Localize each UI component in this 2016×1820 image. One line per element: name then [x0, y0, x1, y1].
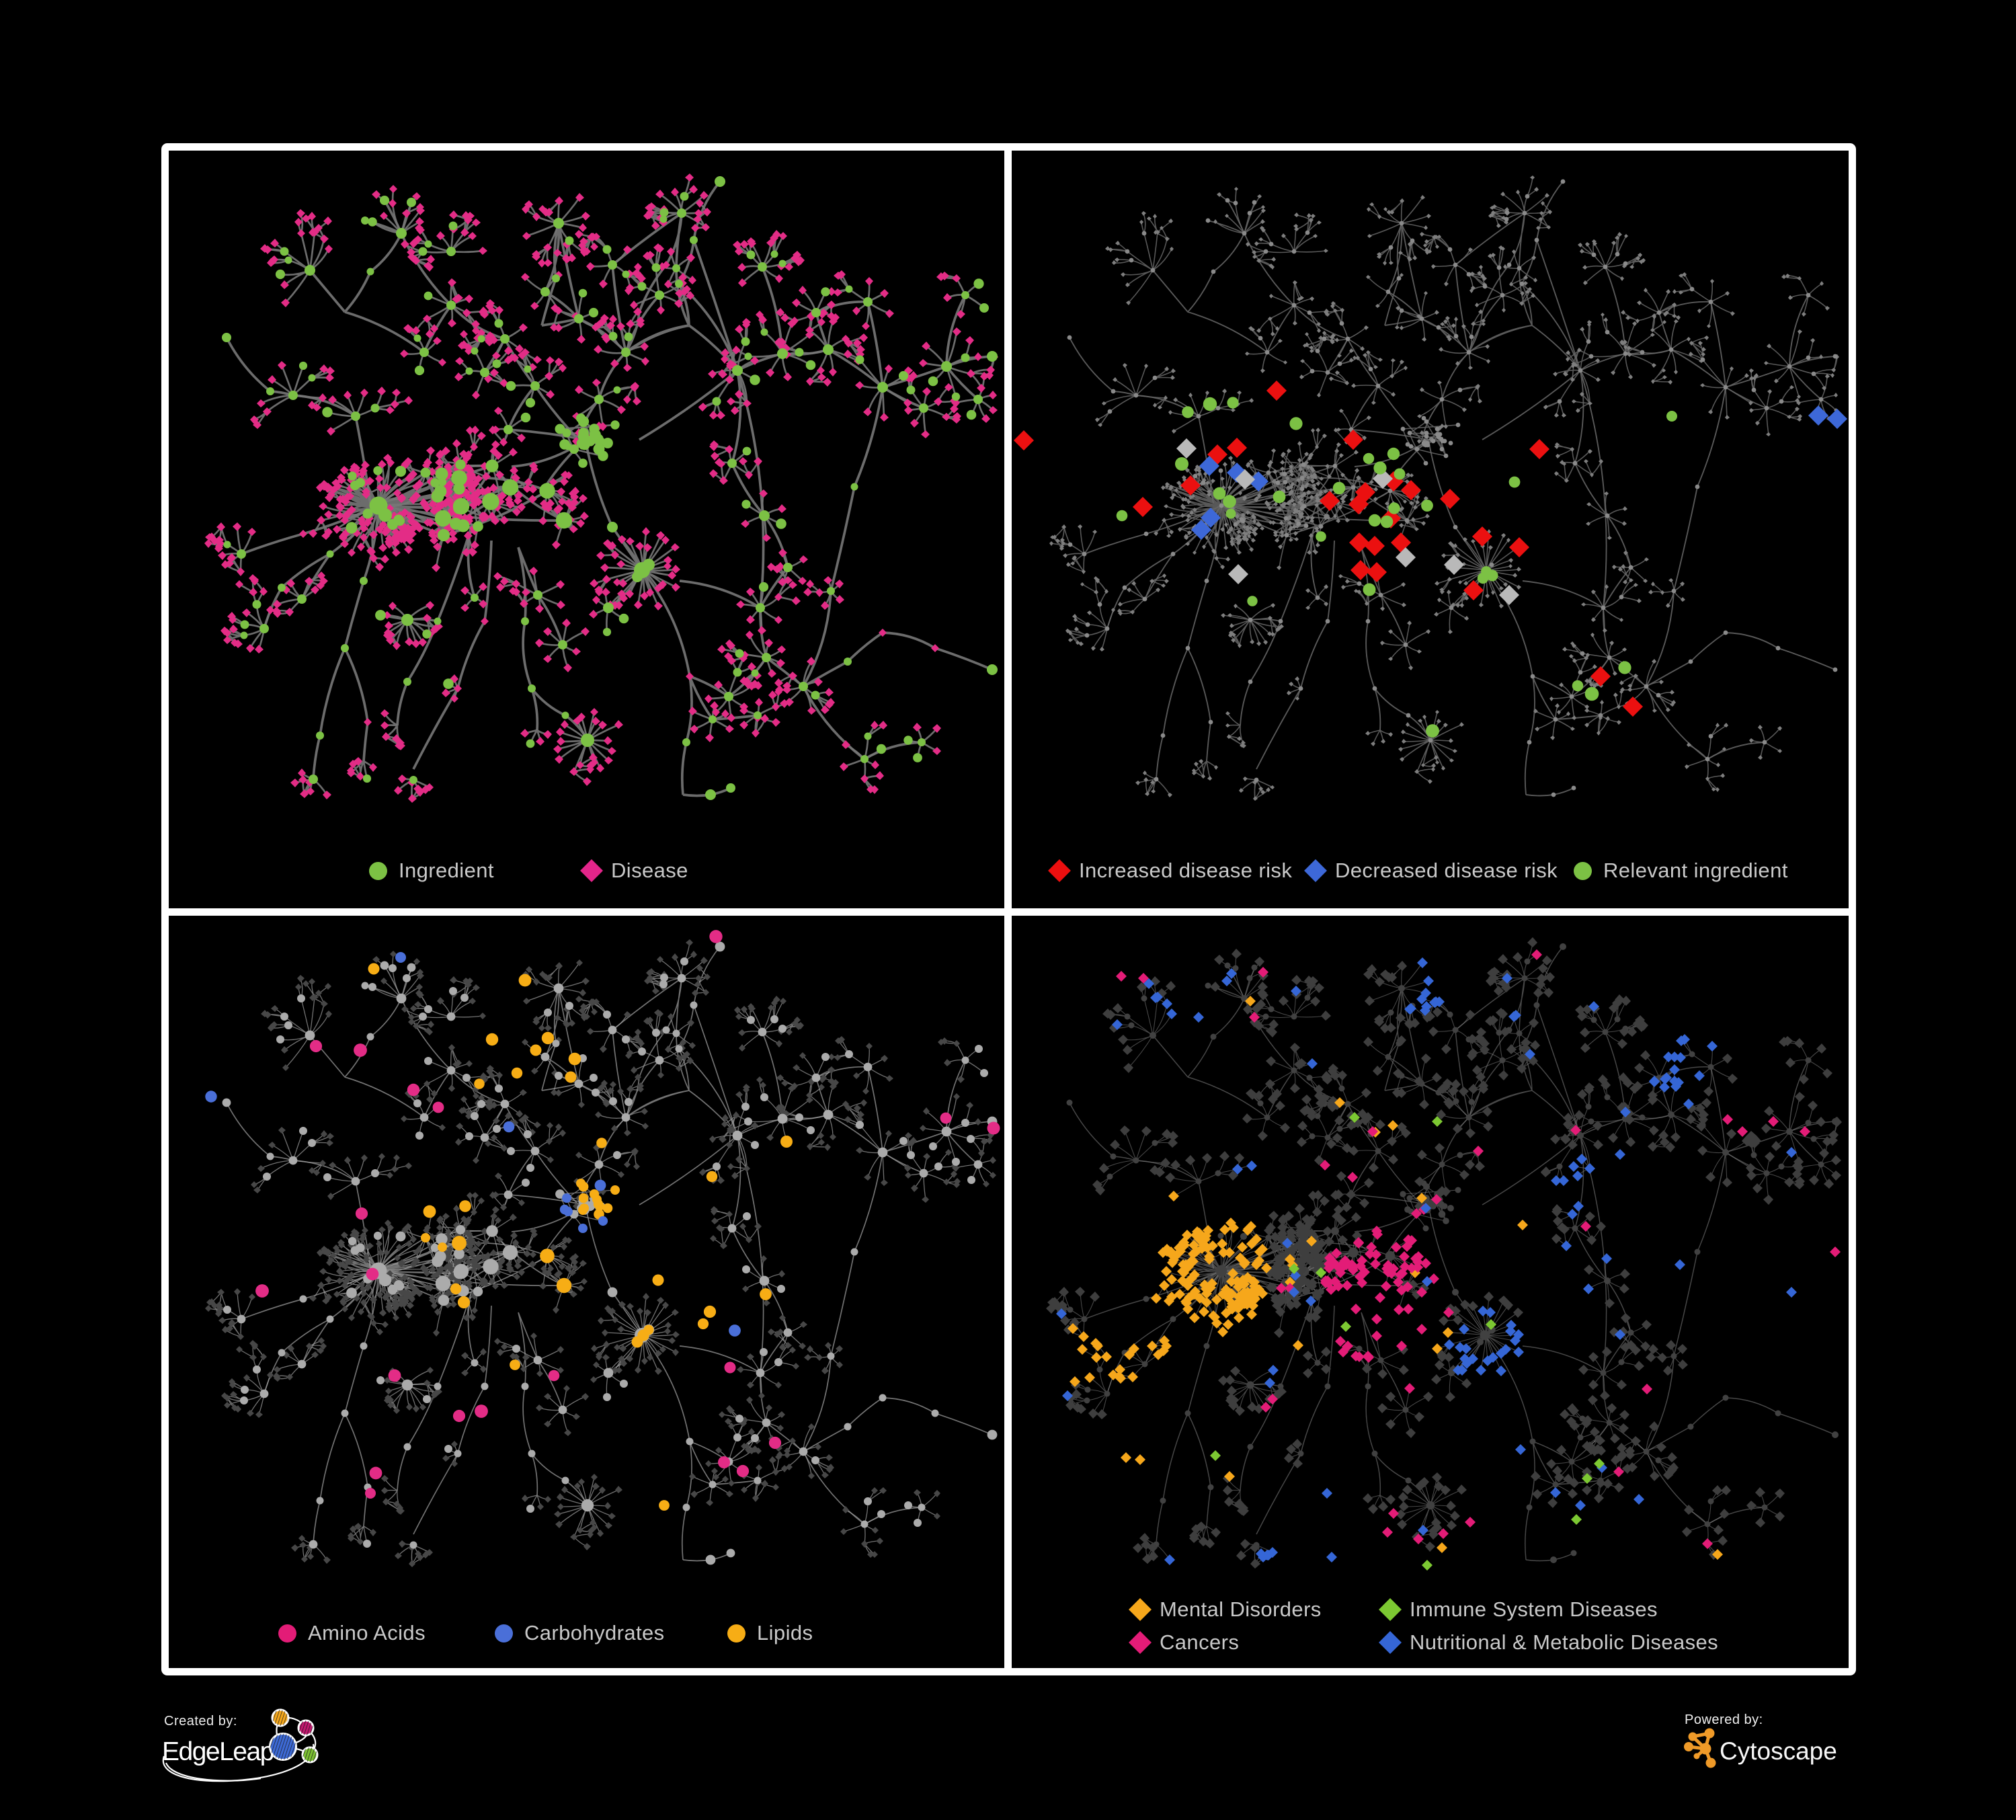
svg-text:Powered by:: Powered by:: [1685, 1712, 1763, 1727]
svg-text:Created by:: Created by:: [164, 1714, 237, 1729]
svg-text:EdgeLeap: EdgeLeap: [162, 1737, 274, 1766]
svg-text:Cytoscape: Cytoscape: [1720, 1737, 1837, 1765]
